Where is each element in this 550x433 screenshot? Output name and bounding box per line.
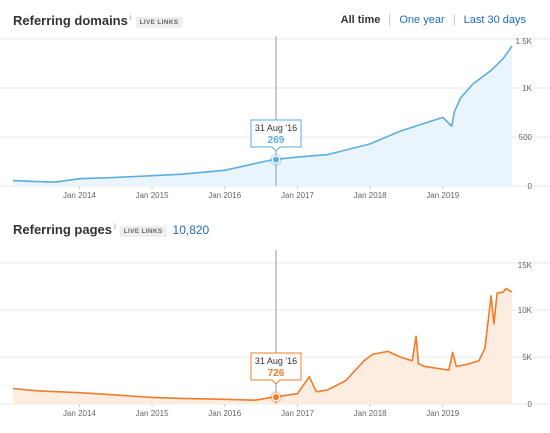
y-tick-label: 10K (518, 306, 533, 315)
y-tick-label: 5K (522, 353, 532, 362)
info-icon[interactable]: i (129, 13, 132, 22)
tooltip-date: 31 Aug '16 (255, 356, 297, 366)
tooltip-value: 726 (268, 368, 285, 379)
y-tick-label: 500 (519, 133, 533, 142)
referring-domains-chart[interactable]: 0 500 1K 1.5K Jan 2014 Jan 2015 Jan 2016 Jan 20… (0, 36, 550, 211)
y-tick-label: 0 (528, 400, 533, 409)
x-tick-label: Jan 2014 (63, 191, 96, 200)
hover-point (272, 155, 280, 164)
x-tick-label: Jan 2017 (281, 191, 314, 200)
tab-all-time[interactable]: All time (340, 14, 381, 26)
range-tabs: All time One year Last 30 days (341, 14, 526, 26)
live-links-badge: LIVE LINKS (119, 226, 167, 237)
tooltip-box (250, 352, 302, 385)
x-tick-label: Jan 2016 (208, 191, 241, 200)
y-tick-label: 0 (528, 182, 533, 191)
info-icon[interactable]: i (113, 222, 116, 231)
x-tick-label: Jan 2019 (426, 191, 459, 200)
referring-pages-chart[interactable]: 0 5K 10K 15K Jan 2014 Jan 2015 Jan 2016 Jan 201… (0, 250, 550, 430)
tab-last-30-days[interactable]: Last 30 days (463, 14, 526, 26)
x-tick-label: Jan 2015 (136, 191, 169, 200)
x-tick-label: Jan 2017 (281, 409, 314, 418)
x-tick-label: Jan 2015 (136, 409, 169, 418)
series-area (13, 45, 512, 187)
series-line (12, 45, 513, 183)
series-area (13, 288, 512, 404)
x-tick-label: Jan 2018 (354, 409, 387, 418)
y-tick-label: 1.5K (516, 37, 533, 46)
x-tick-label: Jan 2014 (63, 409, 96, 418)
series-line (12, 287, 513, 401)
referring-pages-count: 10,820 (172, 223, 210, 237)
x-tick-label: Jan 2016 (208, 409, 241, 418)
pages-title: Referring pages (13, 222, 112, 237)
x-tick-label: Jan 2019 (426, 409, 459, 418)
pages-header: Referring pages i LIVE LINKS 10,820 (13, 222, 209, 238)
tab-separator (389, 14, 391, 26)
live-links-badge: LIVE LINKS (135, 17, 183, 28)
y-tick-label: 1K (522, 84, 532, 93)
x-tick-label: Jan 2018 (354, 191, 387, 200)
domains-header: Referring domains i LIVE LINKS (13, 13, 183, 29)
tooltip-box (250, 119, 302, 152)
tab-separator (453, 14, 455, 26)
domains-title: Referring domains (13, 13, 128, 28)
hover-point (272, 393, 280, 402)
tooltip-value: 269 (268, 135, 285, 146)
tooltip-date: 31 Aug '16 (255, 123, 297, 133)
tab-one-year[interactable]: One year (399, 14, 445, 26)
y-tick-label: 15K (518, 261, 533, 270)
